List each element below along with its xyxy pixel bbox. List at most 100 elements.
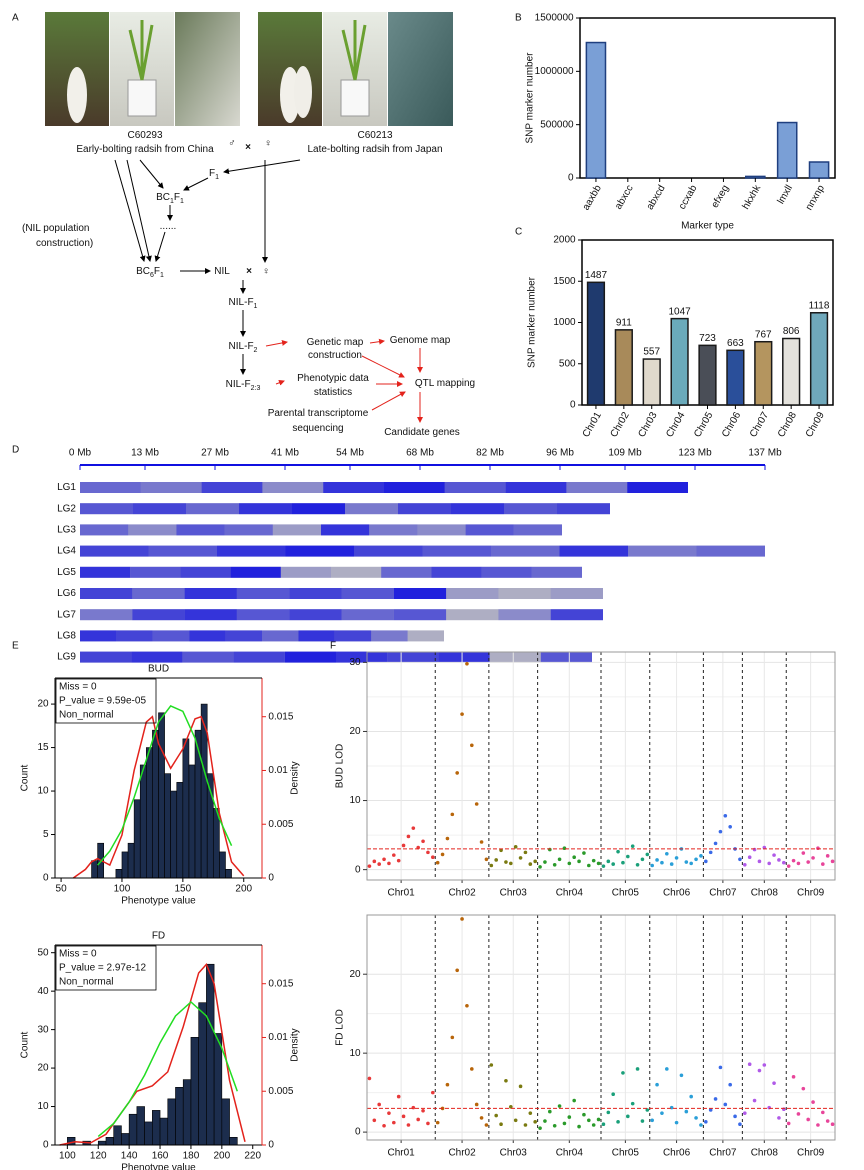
snp-point bbox=[645, 1108, 650, 1112]
hist-bar bbox=[115, 869, 123, 879]
annotation: Miss = 0 bbox=[59, 682, 97, 693]
node-text: Genetic map bbox=[307, 337, 364, 348]
y-tick-label: 10 bbox=[37, 1101, 49, 1112]
snp-point bbox=[718, 1065, 723, 1070]
marker-density bbox=[513, 524, 562, 536]
marker-density bbox=[201, 482, 263, 493]
snp-point bbox=[626, 854, 630, 859]
marker-density bbox=[289, 609, 342, 621]
marker-density bbox=[393, 588, 447, 599]
snp-point bbox=[684, 860, 689, 864]
hist-bar bbox=[136, 1106, 145, 1146]
node-text: NIL-F bbox=[226, 379, 251, 390]
snp-point bbox=[406, 1123, 411, 1127]
photos bbox=[45, 12, 453, 126]
value-label: 767 bbox=[755, 329, 772, 340]
marker-density bbox=[80, 524, 129, 536]
node-label: Genome map bbox=[390, 335, 451, 346]
x-tick-label: Chr01 bbox=[388, 1148, 416, 1159]
hist-bar bbox=[175, 1087, 184, 1146]
y-tick-label: 20 bbox=[37, 1063, 49, 1074]
snp-point bbox=[543, 860, 547, 864]
snp-point bbox=[591, 1123, 596, 1127]
bar bbox=[586, 281, 606, 406]
node-label: NIL bbox=[214, 266, 230, 277]
snp-point bbox=[645, 852, 650, 857]
marker-density bbox=[540, 651, 592, 663]
hist-bar bbox=[190, 1037, 199, 1146]
snp-point bbox=[738, 857, 742, 862]
hist-bar bbox=[219, 851, 226, 879]
value-label: 557 bbox=[643, 347, 660, 358]
snp-point bbox=[367, 864, 372, 868]
subscript: 1 bbox=[170, 198, 174, 205]
snp-point bbox=[616, 1120, 620, 1124]
marker-density bbox=[292, 503, 345, 515]
marker-density bbox=[387, 651, 439, 663]
node-label: × bbox=[245, 142, 251, 153]
x-tick-label: 41 Mb bbox=[271, 448, 299, 459]
hist-bar bbox=[229, 1137, 238, 1146]
snp-point bbox=[733, 1114, 737, 1119]
marker-density bbox=[236, 609, 290, 621]
y-tick-label: 0 bbox=[355, 1127, 361, 1138]
snp-point bbox=[504, 1078, 508, 1083]
bar bbox=[642, 358, 661, 406]
node-text: Phenotypic data bbox=[297, 373, 369, 384]
snp-point bbox=[557, 1104, 562, 1108]
plant bbox=[128, 20, 154, 81]
snp-point bbox=[455, 771, 459, 775]
snp-point bbox=[557, 857, 562, 862]
marker-density bbox=[80, 503, 133, 515]
density-curve bbox=[59, 962, 246, 1146]
snp-point bbox=[431, 1090, 435, 1095]
snp-point bbox=[635, 863, 640, 867]
snp-point bbox=[777, 1116, 781, 1120]
photo bbox=[388, 12, 453, 126]
y-tick-label: 500 bbox=[559, 358, 576, 369]
x-tick-label: 140 bbox=[121, 1151, 138, 1162]
y-tick-label: 0 bbox=[570, 400, 576, 411]
hist-bar bbox=[139, 764, 147, 879]
x-tick-label: Chr08 bbox=[776, 410, 799, 439]
x-tick-label: hkxhk bbox=[741, 182, 764, 211]
marker-density bbox=[334, 630, 372, 642]
marker-density bbox=[444, 482, 506, 493]
y-tick-label: 0.01 bbox=[268, 1032, 288, 1043]
category-label: LG9 bbox=[57, 652, 76, 663]
snp-point bbox=[811, 1100, 815, 1104]
y-tick-label: 0.005 bbox=[268, 1086, 293, 1097]
x-tick-label: Chr01 bbox=[581, 410, 604, 439]
marker-density bbox=[381, 566, 432, 578]
y-tick-label: 0 bbox=[568, 173, 574, 184]
hist-bar bbox=[152, 729, 159, 879]
x-tick-label: 150 bbox=[175, 884, 192, 895]
snp-point bbox=[660, 1111, 664, 1115]
annotation: P_value = 2.97e-12 bbox=[59, 963, 146, 974]
y-tick-label: 1000 bbox=[553, 317, 576, 328]
x-tick-label: Chr03 bbox=[500, 888, 528, 899]
hist-bar bbox=[146, 747, 153, 879]
snp-point bbox=[757, 859, 762, 864]
snp-point bbox=[392, 853, 396, 857]
subscript: 1 bbox=[215, 174, 219, 181]
marker-density bbox=[239, 503, 292, 515]
marker-density bbox=[451, 503, 504, 515]
marker-density bbox=[369, 524, 418, 536]
hist-bar bbox=[91, 860, 98, 879]
snp-point bbox=[474, 802, 479, 806]
snp-point bbox=[591, 858, 596, 863]
snp-point bbox=[572, 855, 576, 859]
x-tick-label: ccxab bbox=[677, 183, 700, 212]
marker-density bbox=[628, 545, 697, 557]
x-tick-label: Chr01 bbox=[388, 888, 416, 899]
snp-point bbox=[474, 1102, 479, 1107]
hist-bar bbox=[176, 782, 184, 879]
snp-point bbox=[387, 1111, 391, 1115]
node-text: QTL mapping bbox=[415, 378, 475, 389]
marker-density bbox=[498, 609, 551, 621]
snp-point bbox=[816, 846, 820, 851]
arrow bbox=[154, 231, 166, 262]
node-text: Late-bolting radsih from Japan bbox=[307, 144, 442, 155]
